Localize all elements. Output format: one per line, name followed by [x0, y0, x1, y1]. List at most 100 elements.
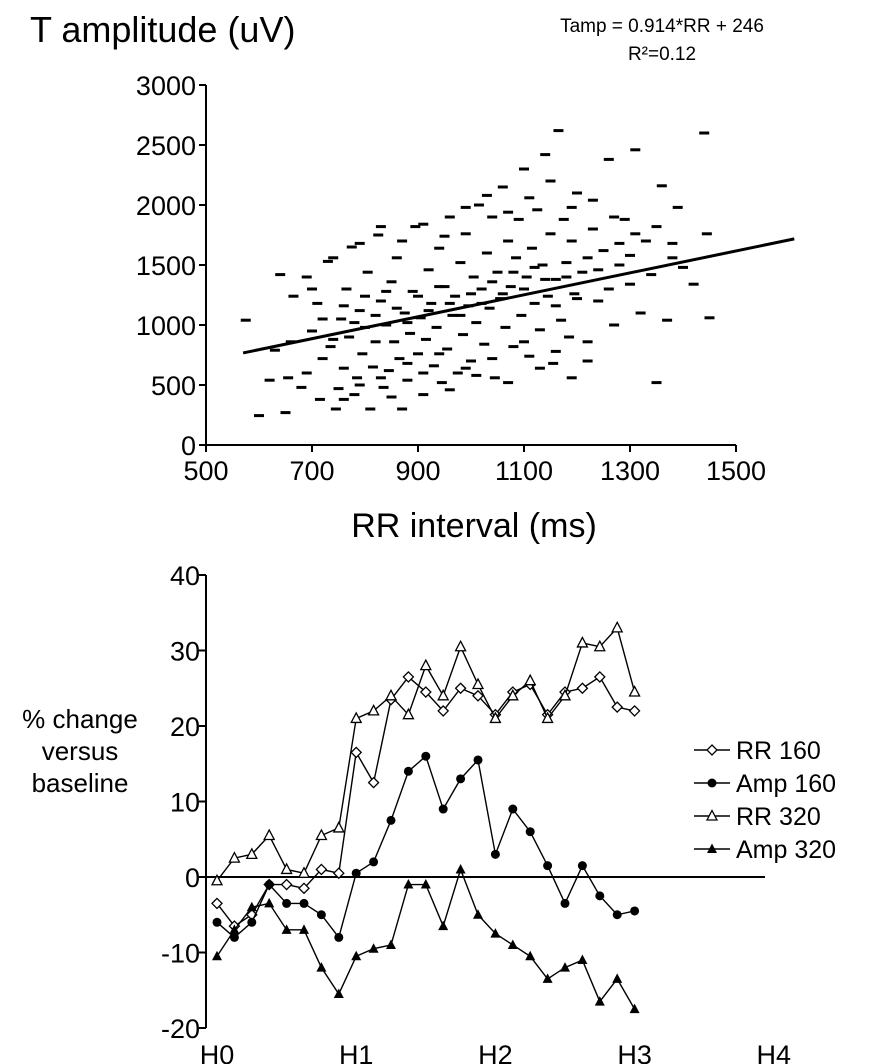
x-tick-label: 1300 [600, 456, 660, 486]
data-point [471, 677, 485, 690]
scatter-point [529, 301, 540, 305]
scatter-point [492, 270, 503, 274]
scatter-point [399, 311, 410, 315]
y-tick-label: 2000 [136, 191, 196, 221]
data-point [368, 943, 379, 953]
scatter-point [667, 241, 678, 245]
scatter-point [402, 361, 413, 365]
scatter-point [656, 184, 667, 188]
scatter-point [662, 318, 673, 322]
scatter-point [328, 337, 339, 341]
data-point [212, 917, 222, 927]
scatter-point [534, 366, 545, 370]
scatter-point [240, 318, 251, 322]
data-point [229, 924, 240, 934]
scatter-point [487, 215, 498, 219]
y-tick-label: 3000 [136, 71, 196, 101]
scatter-point [582, 340, 593, 344]
data-point [332, 867, 345, 880]
x-tick-label: 1100 [495, 456, 553, 486]
scatter-point [481, 193, 492, 197]
data-point [332, 821, 345, 833]
scatter-point [386, 280, 397, 284]
data-point [628, 685, 641, 697]
scatter-point [405, 331, 416, 335]
scatter-point [455, 313, 466, 317]
scatter-point [402, 378, 413, 382]
scatter-point [314, 397, 325, 401]
data-point [490, 928, 501, 938]
scatter-point [487, 280, 498, 284]
data-point [707, 843, 717, 853]
data-point [282, 898, 292, 908]
data-point [316, 910, 326, 920]
x-tick-label: H2 [478, 1040, 513, 1064]
scatter-point [524, 354, 535, 358]
data-point [264, 880, 274, 890]
scatter-point [436, 381, 447, 385]
scatter-point [667, 256, 678, 260]
scatter-point [418, 222, 429, 226]
data-point [707, 778, 717, 788]
scatter-point [325, 345, 336, 349]
data-point [246, 901, 257, 912]
data-point [629, 1003, 640, 1014]
y-tick-label: 20 [170, 712, 200, 742]
scatter-point [635, 311, 646, 315]
data-point [594, 996, 605, 1006]
data-point [560, 898, 570, 908]
legend-label: Amp 160 [736, 770, 836, 798]
data-point [560, 962, 570, 972]
series-amp-320 [212, 863, 640, 1014]
scatter-point [497, 185, 508, 189]
scatter-point [553, 129, 564, 133]
data-point [315, 863, 328, 876]
scatter-point [357, 352, 368, 356]
scatter-point [338, 304, 349, 308]
y-tick-label: 0 [181, 431, 196, 461]
scatter-point [481, 251, 492, 255]
scatter-point [532, 208, 543, 212]
scatter-point [434, 285, 445, 289]
scatter-point [375, 376, 386, 380]
legend-label: RR 160 [736, 737, 821, 765]
legend-label: RR 320 [736, 803, 821, 831]
scatter-point [460, 205, 471, 209]
y-tick-label: -10 [161, 939, 200, 969]
data-point [298, 882, 310, 895]
scatter-point [307, 287, 317, 291]
data-point [351, 868, 361, 878]
scatter-point [434, 352, 445, 356]
scatter-point [508, 270, 519, 274]
scatter-point [537, 263, 548, 267]
regression-equation: Tamp = 0.914*RR + 246 [560, 16, 764, 37]
data-point [210, 873, 224, 886]
scatter-point [566, 205, 577, 209]
scatter-point [545, 232, 556, 236]
scatter-point [558, 217, 569, 221]
scatter-point [561, 275, 572, 279]
scatter-point [688, 282, 699, 286]
scatter-point [460, 232, 471, 236]
scatter-point [328, 256, 339, 260]
scatter-point [375, 299, 386, 303]
scatter-point [307, 329, 317, 333]
data-point [455, 863, 466, 874]
scatter-point [338, 397, 349, 401]
scatter-point [471, 321, 482, 325]
y-tick-label: 30 [170, 637, 200, 667]
x-tick-label: H0 [200, 1040, 235, 1064]
data-point [212, 950, 222, 961]
data-point [281, 924, 292, 934]
data-point [525, 950, 536, 961]
data-point [525, 827, 535, 837]
scatter-point [582, 359, 593, 363]
top-chart-fit-line [242, 237, 795, 355]
scatter-point [630, 148, 641, 152]
scatter-point [569, 292, 580, 296]
data-point [454, 639, 467, 652]
data-point [508, 804, 518, 814]
scatter-point [593, 299, 604, 303]
bottom-chart-y-label-line1: % change [22, 704, 138, 734]
scatter-point [442, 347, 453, 351]
